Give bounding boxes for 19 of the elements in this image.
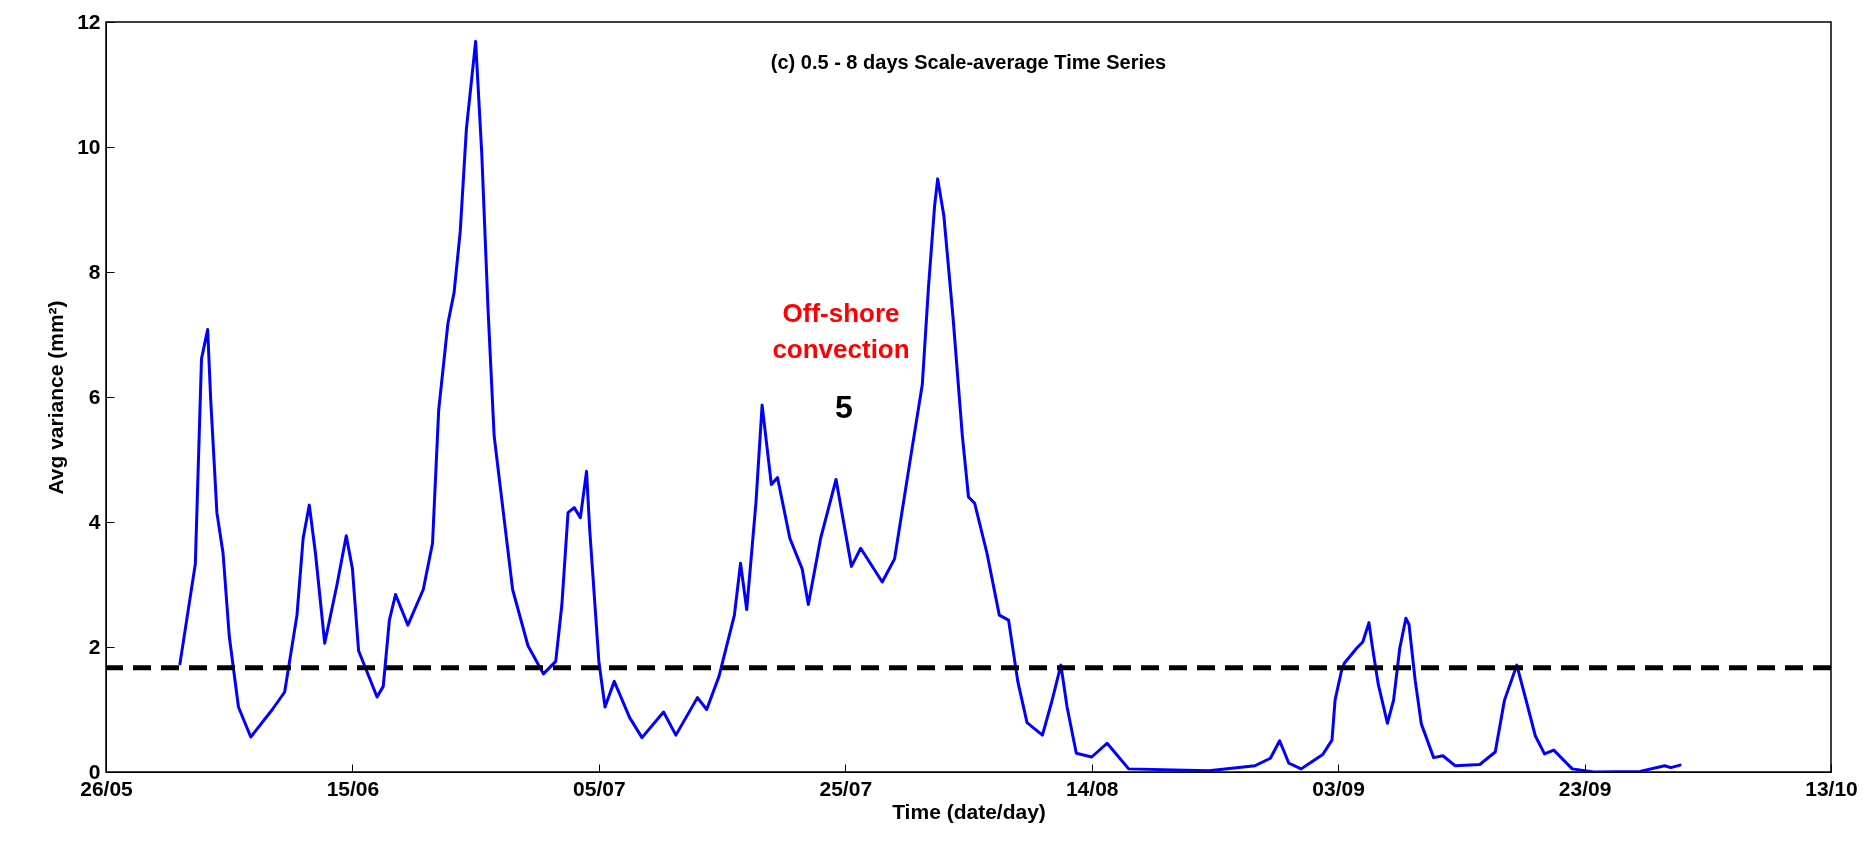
y-tick-label: 2 <box>88 634 101 658</box>
x-tick-label: 14/08 <box>1065 776 1119 800</box>
x-tick-label: 15/06 <box>326 776 380 800</box>
x-tick-label: 03/09 <box>1312 776 1365 800</box>
y-tick-label: 0 <box>88 759 101 783</box>
annotation: Off-shore convection <box>772 298 910 364</box>
text: (c) 0.5 - 8 days Scale-average Time Series <box>770 51 1167 73</box>
x-tick-label: 13/10 <box>1805 776 1858 800</box>
y-axis-title: Avg variance (mm²) <box>44 300 68 495</box>
x-tick-label: 05/07 <box>573 776 626 800</box>
x-tick-label: 23/09 <box>1558 776 1612 800</box>
y-tick-label: 12 <box>77 9 101 33</box>
y-tick-label: 4 <box>88 509 101 533</box>
y-tick-label: 8 <box>88 259 101 283</box>
y-tick-label: 10 <box>77 134 101 158</box>
x-axis-title: Time (date/day) <box>892 799 1046 823</box>
annotation: 5 <box>835 389 853 425</box>
x-tick-label: 25/07 <box>819 776 873 800</box>
y-tick-label: 6 <box>88 384 101 408</box>
